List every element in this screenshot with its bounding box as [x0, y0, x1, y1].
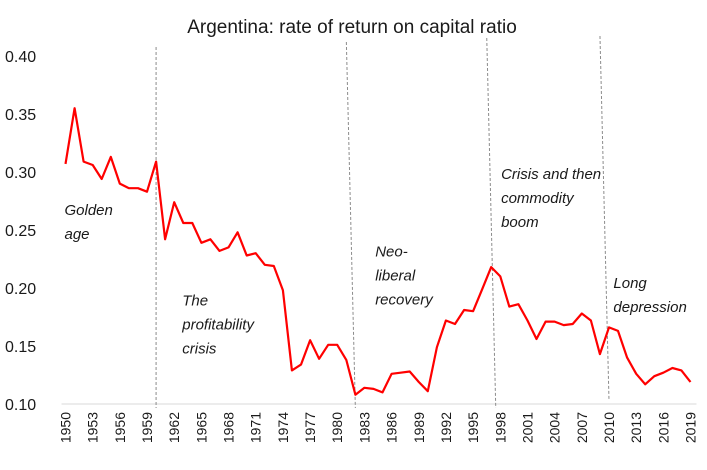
x-tick-label: 1992	[438, 412, 454, 443]
annotation-line: age	[65, 226, 90, 243]
y-tick-label: 0.15	[5, 339, 36, 356]
x-tick-label: 1974	[275, 412, 291, 443]
x-tick-label: 1965	[193, 412, 209, 443]
x-tick-label: 1998	[492, 412, 508, 443]
x-tick-label: 1962	[166, 412, 182, 443]
annotation-line: Crisis and then	[501, 166, 601, 183]
y-tick-label: 0.35	[5, 107, 36, 124]
y-axis: 0.10 0.15 0.20 0.25 0.30 0.35 0.40	[5, 49, 36, 414]
period-dividers	[155, 35, 610, 409]
period-annotation: Long depression	[613, 275, 686, 316]
annotation-line: Golden	[65, 202, 113, 219]
period-annotation: The profitability crisis	[181, 292, 255, 357]
y-tick-label: 0.30	[5, 165, 36, 182]
annotation-line: The	[182, 292, 208, 309]
period-divider-line	[345, 41, 356, 409]
x-tick-label: 1968	[221, 412, 237, 443]
annotation-line: recovery	[375, 292, 434, 309]
period-annotation: Golden age	[65, 202, 113, 243]
annotation-line: commodity	[501, 190, 575, 207]
annotation-line: liberal	[375, 268, 416, 285]
x-tick-label: 2007	[574, 412, 590, 443]
series-group	[64, 107, 692, 396]
y-tick-label: 0.40	[5, 49, 36, 66]
x-tick-label: 2019	[683, 412, 699, 443]
x-tick-label: 1995	[465, 412, 481, 443]
x-tick-label: 1971	[248, 412, 264, 443]
period-annotation: Crisis and then commodity boom	[501, 166, 601, 231]
annotation-line: depression	[613, 299, 686, 316]
series-line	[64, 107, 692, 396]
x-tick-label: 1980	[329, 412, 345, 443]
x-tick-label: 2004	[547, 412, 563, 443]
annotation-line: profitability	[181, 316, 255, 333]
x-tick-label: 1959	[139, 412, 155, 443]
x-tick-label: 1983	[356, 412, 372, 443]
annotation-line: boom	[501, 214, 539, 231]
x-tick-label: 2013	[628, 412, 644, 443]
period-annotations: Golden age The profitability crisis Neo-liber…	[65, 166, 687, 357]
x-tick-label: 2010	[601, 412, 617, 443]
period-divider-line	[599, 35, 610, 401]
annotation-line: Long	[613, 275, 647, 292]
x-tick-label: 1950	[58, 412, 74, 443]
period-annotation: Neo-liberal recovery	[375, 244, 434, 309]
x-axis: 1950 1953 1956 1959 1962 1965 1968 1971 1974 1977…	[58, 412, 699, 443]
x-tick-label: 1989	[411, 412, 427, 443]
x-tick-label: 2016	[655, 412, 671, 443]
y-tick-label: 0.20	[5, 281, 36, 298]
period-divider-line	[486, 37, 497, 409]
y-tick-label: 0.10	[5, 397, 36, 414]
x-tick-label: 1986	[384, 412, 400, 443]
x-tick-label: 1953	[85, 412, 101, 443]
annotation-line: Neo-	[375, 244, 408, 261]
chart-title: Argentina: rate of return on capital rat…	[187, 17, 517, 38]
x-tick-label: 2001	[519, 412, 535, 443]
x-tick-label: 1977	[302, 412, 318, 443]
y-tick-label: 0.25	[5, 223, 36, 240]
x-tick-label: 1956	[112, 412, 128, 443]
annotation-line: crisis	[182, 340, 217, 357]
